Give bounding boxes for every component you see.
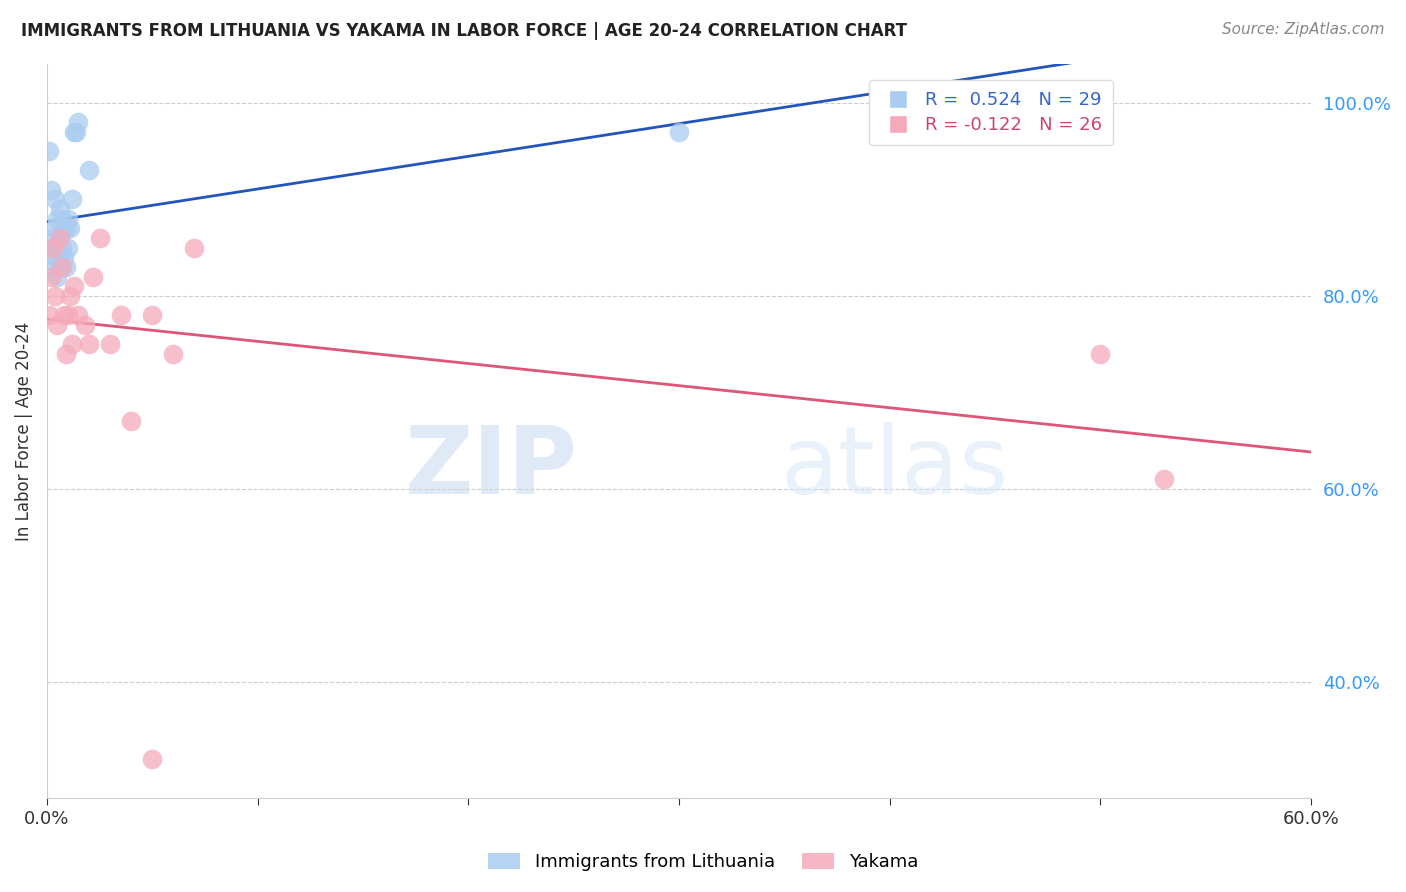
Point [44,289,66,303]
Y-axis label: In Labor Force | Age 20-24: In Labor Force | Age 20-24 [15,321,32,541]
Point [39,269,62,284]
Point [141,308,163,322]
Text: Source: ZipAtlas.com: Source: ZipAtlas.com [1222,22,1385,37]
Point [51,260,73,274]
Point [44,250,66,264]
Point [52,221,75,235]
Point [51,241,73,255]
Point [46,211,69,226]
Point [44,221,66,235]
Point [141,752,163,766]
Point [56,308,79,322]
Point [42,260,65,274]
Point [60,337,83,351]
Point [48,231,70,245]
Point [1153,472,1175,486]
Point [63,125,86,139]
Point [51,211,73,226]
Point [77,163,100,178]
Point [46,269,69,284]
Point [56,211,79,226]
Point [46,318,69,332]
Point [55,260,77,274]
Point [82,269,104,284]
Legend: R =  0.524   N = 29, R = -0.122   N = 26: R = 0.524 N = 29, R = -0.122 N = 26 [869,80,1112,145]
Point [1090,347,1112,361]
Point [60,192,83,206]
Point [67,308,90,322]
Point [52,308,75,322]
Point [89,231,111,245]
Text: IMMIGRANTS FROM LITHUANIA VS YAKAMA IN LABOR FORCE | AGE 20-24 CORRELATION CHART: IMMIGRANTS FROM LITHUANIA VS YAKAMA IN L… [21,22,907,40]
Point [42,231,65,245]
Point [668,125,690,139]
Point [39,241,62,255]
Point [48,231,70,245]
Point [42,241,65,255]
Point [55,347,77,361]
Point [55,221,77,235]
Point [162,347,184,361]
Point [67,115,90,129]
Point [38,308,60,322]
Text: atlas: atlas [780,422,1008,514]
Point [120,414,142,428]
Legend: Immigrants from Lithuania, Yakama: Immigrants from Lithuania, Yakama [481,846,925,879]
Point [98,337,121,351]
Point [73,318,96,332]
Text: ZIP: ZIP [405,422,578,514]
Point [59,221,82,235]
Point [48,202,70,216]
Point [46,241,69,255]
Point [59,289,82,303]
Point [77,337,100,351]
Point [38,144,60,158]
Point [183,241,205,255]
Point [56,241,79,255]
Point [39,183,62,197]
Point [110,308,132,322]
Point [44,192,66,206]
Point [65,125,87,139]
Point [52,250,75,264]
Point [63,279,86,293]
Point [48,260,70,274]
